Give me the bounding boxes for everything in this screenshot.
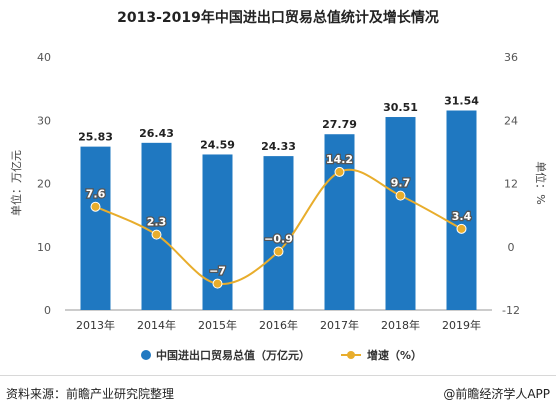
- y-left-tick-label: 20: [37, 178, 51, 191]
- bar-value-label: 30.51: [383, 101, 418, 114]
- y-left-axis-label: 单位：万亿元: [9, 150, 23, 216]
- growth-label: −0.9: [264, 232, 293, 245]
- growth-point: [90, 201, 101, 212]
- legend-bar-label: 中国进出口贸易总值（万亿元）: [156, 348, 310, 362]
- growth-point: [395, 190, 406, 201]
- growth-label: −7: [209, 265, 226, 278]
- x-axis-labels: 2013年 2014年 2015年 2016年 2017年 2018年 2019年: [76, 318, 481, 332]
- y-left-tick-label: 10: [37, 241, 51, 254]
- y-left-tick-label: 30: [37, 114, 51, 127]
- y-left-tick-label: 40: [37, 51, 51, 64]
- source-note: 资料来源：前瞻产业研究院整理: [6, 387, 175, 401]
- bar-series: [80, 110, 477, 311]
- growth-point: [456, 223, 467, 234]
- brand-credit: @前瞻经济学人APP: [443, 387, 550, 401]
- y-right-tick-label: 24: [504, 114, 518, 127]
- bar-value-label: 26.43: [139, 127, 174, 140]
- x-tick-label: 2017年: [320, 318, 359, 332]
- bar: [141, 142, 172, 310]
- x-tick-label: 2013年: [76, 318, 115, 332]
- x-tick-label: 2018年: [381, 318, 420, 332]
- growth-rate-points: [90, 166, 467, 289]
- bar: [324, 134, 355, 310]
- bar-value-label: 24.33: [261, 140, 296, 153]
- growth-point: [212, 278, 223, 289]
- growth-label: 2.3: [147, 216, 167, 229]
- growth-rate-labels: 7.6 2.3 −7 −0.9 14.2 9.7 3.4: [85, 152, 473, 279]
- bar: [385, 117, 416, 310]
- growth-label: 7.6: [86, 188, 106, 201]
- growth-label: 3.4: [452, 210, 472, 223]
- growth-point: [334, 166, 345, 177]
- y-right-axis: -12 0 12 24 36: [502, 51, 520, 317]
- bar-value-label: 31.54: [444, 95, 479, 108]
- y-left-axis: 0 10 20 30 40: [37, 51, 51, 317]
- chart-title: 2013-2019年中国进出口贸易总值统计及增长情况: [117, 9, 439, 26]
- x-tick-label: 2019年: [442, 318, 481, 332]
- growth-label: 14.2: [326, 153, 353, 166]
- legend-line-label: 增速（%）: [367, 348, 422, 362]
- legend: 中国进出口贸易总值（万亿元） 增速（%）: [141, 348, 422, 362]
- y-right-tick-label: 36: [504, 51, 518, 64]
- bar-value-label: 24.59: [200, 138, 235, 151]
- chart: 2013-2019年中国进出口贸易总值统计及增长情况 0 10 20 30 40 -12…: [9, 9, 548, 362]
- y-right-axis-label: 单位：%: [534, 161, 548, 204]
- bar-value-label: 27.79: [322, 118, 357, 131]
- legend-bar-marker: [141, 350, 151, 360]
- y-right-tick-label: 0: [508, 241, 515, 254]
- x-tick-label: 2015年: [198, 318, 237, 332]
- legend-line-dot: [347, 351, 355, 359]
- x-tick-label: 2014年: [137, 318, 176, 332]
- y-right-tick-label: 12: [504, 178, 518, 191]
- growth-point: [151, 229, 162, 240]
- x-tick-label: 2016年: [259, 318, 298, 332]
- growth-point: [273, 246, 284, 257]
- bar: [446, 110, 477, 311]
- bar: [80, 146, 111, 310]
- bar-value-labels: 25.83 26.43 24.59 24.33 27.79 30.51 31.54: [78, 95, 479, 154]
- y-left-tick-label: 0: [44, 304, 51, 317]
- footer: 资料来源：前瞻产业研究院整理 @前瞻经济学人APP: [0, 375, 556, 409]
- growth-label: 9.7: [391, 177, 411, 190]
- y-right-tick-label: -12: [502, 304, 520, 317]
- bar-value-label: 25.83: [78, 131, 113, 144]
- bar: [263, 156, 294, 310]
